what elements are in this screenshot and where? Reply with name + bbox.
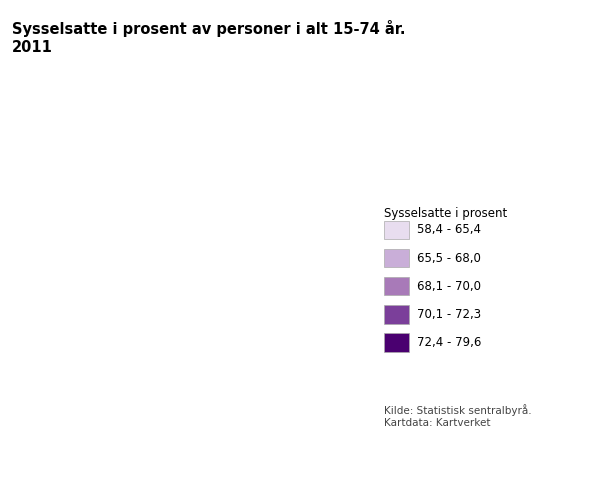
Bar	[384, 277, 409, 295]
Text: Kilde: Statistisk sentralbyrå.
Kartdata: Kartverket: Kilde: Statistisk sentralbyrå. Kartdata:…	[384, 404, 531, 427]
Bar	[384, 333, 409, 352]
Text: Sysselsatte i prosent av personer i alt 15-74 år.
2011: Sysselsatte i prosent av personer i alt …	[12, 20, 406, 55]
Text: 68,1 - 70,0: 68,1 - 70,0	[417, 280, 481, 293]
Text: 72,4 - 79,6: 72,4 - 79,6	[417, 336, 481, 349]
Text: 70,1 - 72,3: 70,1 - 72,3	[417, 308, 481, 321]
Text: 65,5 - 68,0: 65,5 - 68,0	[417, 252, 481, 264]
Text: 58,4 - 65,4: 58,4 - 65,4	[417, 224, 481, 236]
Bar	[384, 221, 409, 239]
Bar	[384, 305, 409, 324]
Bar	[384, 249, 409, 267]
Text: Sysselsatte i prosent: Sysselsatte i prosent	[384, 207, 507, 220]
